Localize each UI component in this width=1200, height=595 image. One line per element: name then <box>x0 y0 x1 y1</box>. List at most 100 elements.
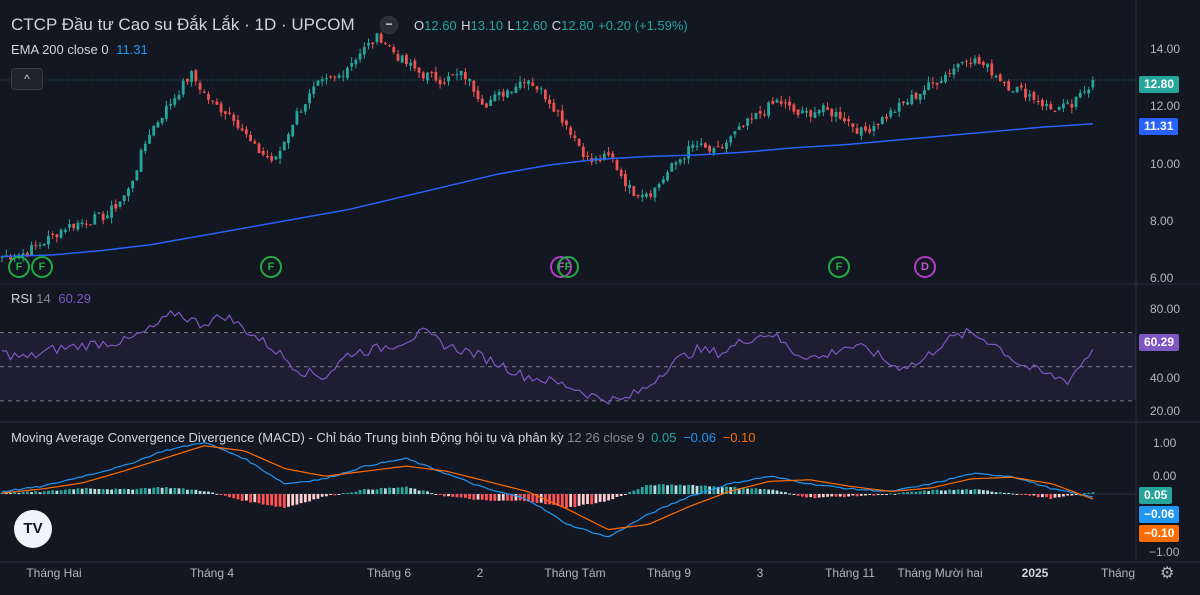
price-candle-77 <box>324 78 328 80</box>
price-candle-83 <box>350 62 354 67</box>
time-label-2025: 2025 <box>1021 566 1049 580</box>
dividend-d-marker[interactable]: D <box>914 256 936 278</box>
dividend-f-marker-3[interactable]: F <box>260 256 282 278</box>
price-candle-86 <box>362 46 366 55</box>
price-candle-113 <box>476 90 480 100</box>
price-candle-134 <box>565 120 568 126</box>
macd-hist-bar-253 <box>1066 494 1070 496</box>
price-candle-16 <box>68 224 71 228</box>
price-candle-39 <box>164 105 168 119</box>
dividend-f-marker-1[interactable]: F <box>8 256 30 278</box>
macd-hist-bar-153 <box>645 485 648 494</box>
price-candle-114 <box>480 98 484 105</box>
price-candle-71 <box>299 111 303 113</box>
macd-hist-bar-155 <box>653 485 657 494</box>
price-candle-55 <box>232 114 236 121</box>
macd-hist-bar-151 <box>636 489 640 494</box>
price-candle-209 <box>880 117 884 124</box>
price-candle-240 <box>1011 91 1015 93</box>
price-candle-42 <box>177 95 181 100</box>
price-candle-191 <box>805 110 808 113</box>
price-candle-203 <box>855 128 859 134</box>
time-label-jun: Tháng 6 <box>366 566 412 580</box>
price-candle-5 <box>21 253 25 257</box>
price-candle-85 <box>358 53 362 60</box>
macd-hist-bar-19 <box>80 488 84 494</box>
price-candle-210 <box>885 116 888 119</box>
price-candle-108 <box>455 74 459 76</box>
price-candle-236 <box>994 75 998 78</box>
macd-hist-bar-227 <box>956 489 960 494</box>
price-candle-155 <box>653 187 657 198</box>
rsi-legend[interactable]: RSI 14 60.29 <box>11 291 91 306</box>
macd-hist-bar-257 <box>1083 492 1086 494</box>
macd-hist-bar-102 <box>430 493 434 495</box>
macd-hist-bar-85 <box>358 490 362 494</box>
macd-hist-bar-76 <box>320 494 324 497</box>
macd-hist-value: 0.05 <box>651 430 677 445</box>
macd-hist-bar-182 <box>767 489 771 494</box>
macd-hist-bar-166 <box>699 485 703 494</box>
macd-hist-bar-157 <box>661 484 665 494</box>
price-candle-256 <box>1078 92 1082 98</box>
macd-hist-bar-4 <box>17 492 21 494</box>
macd-hist-bar-48 <box>202 491 206 494</box>
macd-hist-bar-24 <box>101 488 105 494</box>
price-candle-225 <box>948 72 952 74</box>
price-candle-59 <box>249 134 252 142</box>
price-candle-74 <box>312 86 316 95</box>
macd-hist-bar-23 <box>97 489 101 494</box>
price-candle-128 <box>539 88 543 90</box>
price-candle-159 <box>670 163 674 172</box>
dividend-f-marker-5[interactable]: F <box>828 256 850 278</box>
price-candle-195 <box>821 105 825 113</box>
price-candle-224 <box>944 74 947 83</box>
price-candle-144 <box>607 152 610 155</box>
macd-hist-bar-154 <box>649 484 653 494</box>
macd-hist-bar-25 <box>105 489 109 494</box>
macd-hist-bar-138 <box>581 494 585 505</box>
price-candle-151 <box>636 194 640 197</box>
macd-hist-bar-45 <box>190 489 194 494</box>
price-candle-234 <box>986 63 990 68</box>
macd-hist-bar-252 <box>1062 494 1065 497</box>
macd-legend[interactable]: Moving Average Convergence Divergence (M… <box>11 430 756 445</box>
tradingview-logo[interactable]: TV <box>14 510 52 548</box>
price-candle-150 <box>632 186 636 197</box>
macd-hist-bar-18 <box>76 488 80 494</box>
macd-signal-pill: −0.10 <box>1139 525 1180 542</box>
ema-legend[interactable]: EMA 200 close 0 11.31 <box>11 42 148 57</box>
macd-hist-bar-195 <box>821 494 825 498</box>
price-candle-103 <box>434 71 438 81</box>
rsi-line <box>2 309 1094 405</box>
dividend-f-marker-2[interactable]: F <box>31 256 53 278</box>
price-candle-245 <box>1032 92 1036 100</box>
price-candle-32 <box>135 170 139 180</box>
price-candle-84 <box>354 59 358 65</box>
minus-icon[interactable]: − <box>380 16 398 34</box>
macd-hist-bar-207 <box>872 494 876 496</box>
macd-hist-bar-148 <box>624 494 627 495</box>
price-candle-101 <box>426 72 429 81</box>
ema200-line <box>2 123 1093 258</box>
price-candle-2 <box>9 255 12 260</box>
macd-hist-bar-204 <box>859 494 863 496</box>
chevron-up-icon[interactable]: ^ <box>11 68 43 90</box>
macd-hist-bar-11 <box>47 490 50 494</box>
price-candle-136 <box>573 135 577 139</box>
price-candle-29 <box>122 195 126 201</box>
macd-hist-bar-254 <box>1070 494 1074 496</box>
price-candle-163 <box>687 146 690 159</box>
macd-hist-bar-118 <box>497 494 501 501</box>
macd-hist-bar-117 <box>493 494 497 501</box>
macd-hist-bar-47 <box>198 490 202 494</box>
price-candle-35 <box>148 134 151 144</box>
price-candle-94 <box>396 54 400 61</box>
price-candle-200 <box>843 118 846 122</box>
dividend-f-marker-4[interactable]: F <box>557 256 579 278</box>
settings-gear-icon[interactable]: ⚙ <box>1160 565 1175 582</box>
macd-hist-bar-14 <box>59 490 63 494</box>
macd-hist-bar-69 <box>291 494 295 506</box>
price-candle-107 <box>451 74 455 76</box>
